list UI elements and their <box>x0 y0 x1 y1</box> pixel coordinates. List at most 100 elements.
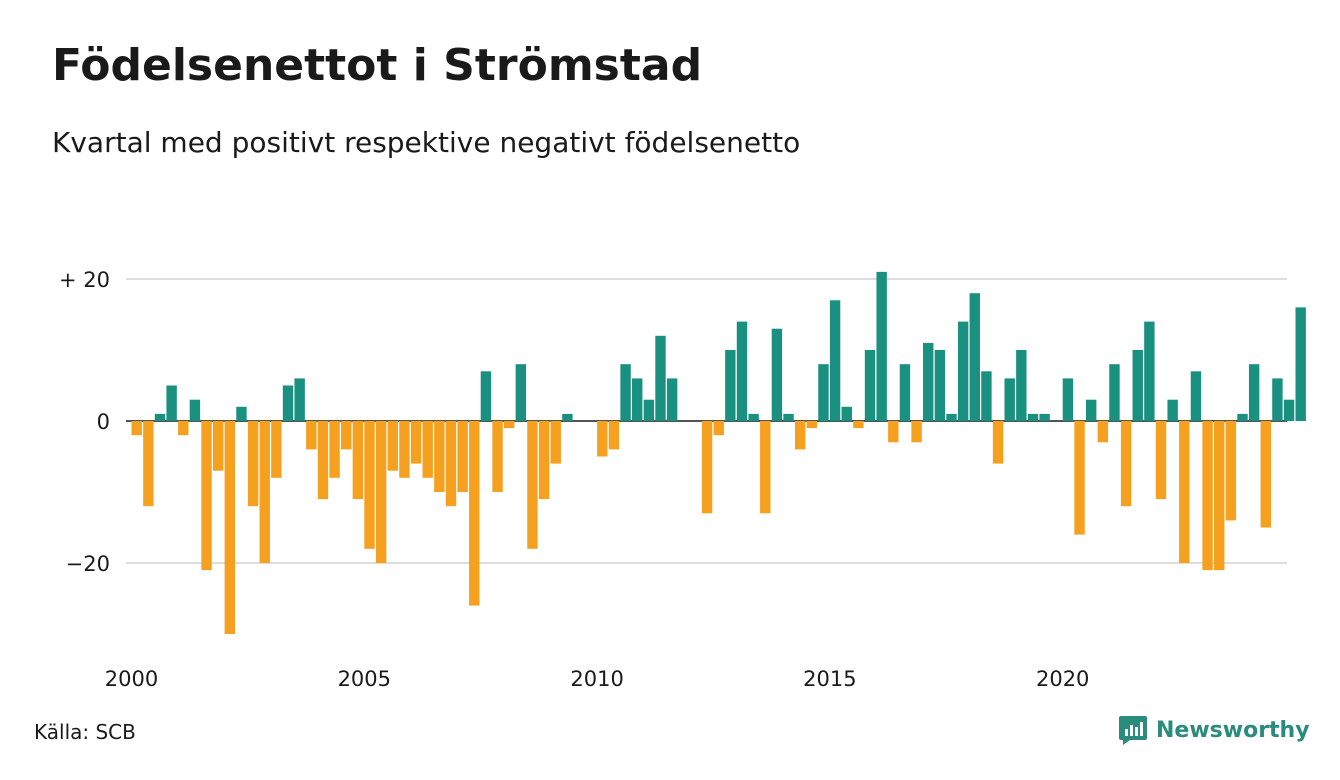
bar <box>876 271 887 421</box>
bar <box>934 350 946 421</box>
bar <box>1062 378 1074 421</box>
bar <box>713 421 724 436</box>
bar <box>969 293 980 421</box>
bar <box>399 421 410 478</box>
bar <box>1004 378 1015 421</box>
bar <box>527 421 538 549</box>
bar <box>236 406 247 421</box>
bar <box>271 421 282 478</box>
bar <box>794 421 806 450</box>
bar <box>1283 399 1295 421</box>
bar <box>1260 421 1271 528</box>
bar <box>201 421 212 571</box>
bar <box>178 421 189 436</box>
bar <box>1248 364 1260 421</box>
bar <box>352 421 364 500</box>
x-tick-label: 2000 <box>105 667 158 691</box>
bar <box>923 342 934 421</box>
bar <box>212 421 224 471</box>
bar <box>364 421 375 549</box>
x-tick-label: 2010 <box>570 667 623 691</box>
bar <box>818 364 829 421</box>
bar <box>608 421 620 450</box>
bar <box>445 421 457 507</box>
bar <box>597 421 608 457</box>
bar <box>503 421 515 429</box>
bar <box>643 399 655 421</box>
bar <box>632 378 643 421</box>
bar <box>247 421 259 507</box>
bar <box>306 421 317 450</box>
x-tick-label: 2015 <box>803 667 856 691</box>
bar <box>515 364 527 421</box>
x-tick-label: 2005 <box>338 667 391 691</box>
bar <box>1272 378 1283 421</box>
bar <box>655 335 666 421</box>
bar <box>1225 421 1237 521</box>
bar <box>1120 421 1132 507</box>
source-label: Källa: SCB <box>34 720 136 744</box>
bar <box>771 328 783 421</box>
chart-title: Födelsenettot i Strömstad <box>52 40 703 91</box>
bar <box>1190 371 1202 421</box>
x-tick-label: 2020 <box>1036 667 1089 691</box>
bar <box>341 421 352 450</box>
bar <box>1237 413 1248 421</box>
bar <box>620 364 631 421</box>
bar <box>760 421 771 514</box>
bar <box>143 421 154 507</box>
bar <box>1144 321 1155 421</box>
bar <box>946 413 957 421</box>
bar <box>375 421 387 563</box>
bar <box>748 413 759 421</box>
bar <box>853 421 864 429</box>
bar <box>888 421 899 443</box>
bar <box>1214 421 1225 571</box>
bar <box>1202 421 1213 571</box>
chart-subtitle: Kvartal med positivt respektive negativt… <box>52 126 801 159</box>
bar <box>1039 413 1050 421</box>
bar <box>189 399 201 421</box>
bar <box>154 413 166 421</box>
brand-name: Newsworthy <box>1156 717 1310 743</box>
bar <box>1085 399 1097 421</box>
bar <box>562 413 573 421</box>
bar <box>806 421 818 429</box>
bar <box>1097 421 1109 443</box>
y-tick-label: −20 <box>66 552 110 576</box>
bar <box>992 421 1004 464</box>
bar <box>736 321 748 421</box>
bar <box>166 385 177 421</box>
bar <box>282 385 294 421</box>
bar <box>957 321 969 421</box>
bar <box>1027 413 1039 421</box>
bar <box>317 421 329 500</box>
bar <box>1016 350 1027 421</box>
axis-labels: + 20 0 −20 2000 2005 2010 2015 2020 <box>59 268 1089 691</box>
bar <box>469 421 480 606</box>
bar <box>538 421 550 500</box>
bar <box>480 371 492 421</box>
bar <box>387 421 398 471</box>
bar <box>434 421 445 492</box>
bar <box>1179 421 1190 563</box>
newsworthy-logo[interactable]: Newsworthy <box>1118 714 1310 746</box>
bar <box>329 421 340 478</box>
y-tick-label: + 20 <box>59 268 110 292</box>
bar <box>550 421 561 464</box>
bar <box>1295 307 1306 421</box>
bar <box>1074 421 1085 535</box>
bar <box>783 413 794 421</box>
bar <box>911 421 922 443</box>
newsworthy-logo-icon <box>1119 716 1147 745</box>
bars <box>131 271 1306 634</box>
bar <box>666 378 678 421</box>
bar <box>131 421 142 436</box>
bar <box>981 371 992 421</box>
bar <box>1132 350 1143 421</box>
bar-chart: + 20 0 −20 2000 2005 2010 2015 2020 <box>59 268 1306 691</box>
bar <box>841 406 852 421</box>
bar <box>899 364 911 421</box>
bar <box>725 350 736 421</box>
bar <box>1167 399 1178 421</box>
